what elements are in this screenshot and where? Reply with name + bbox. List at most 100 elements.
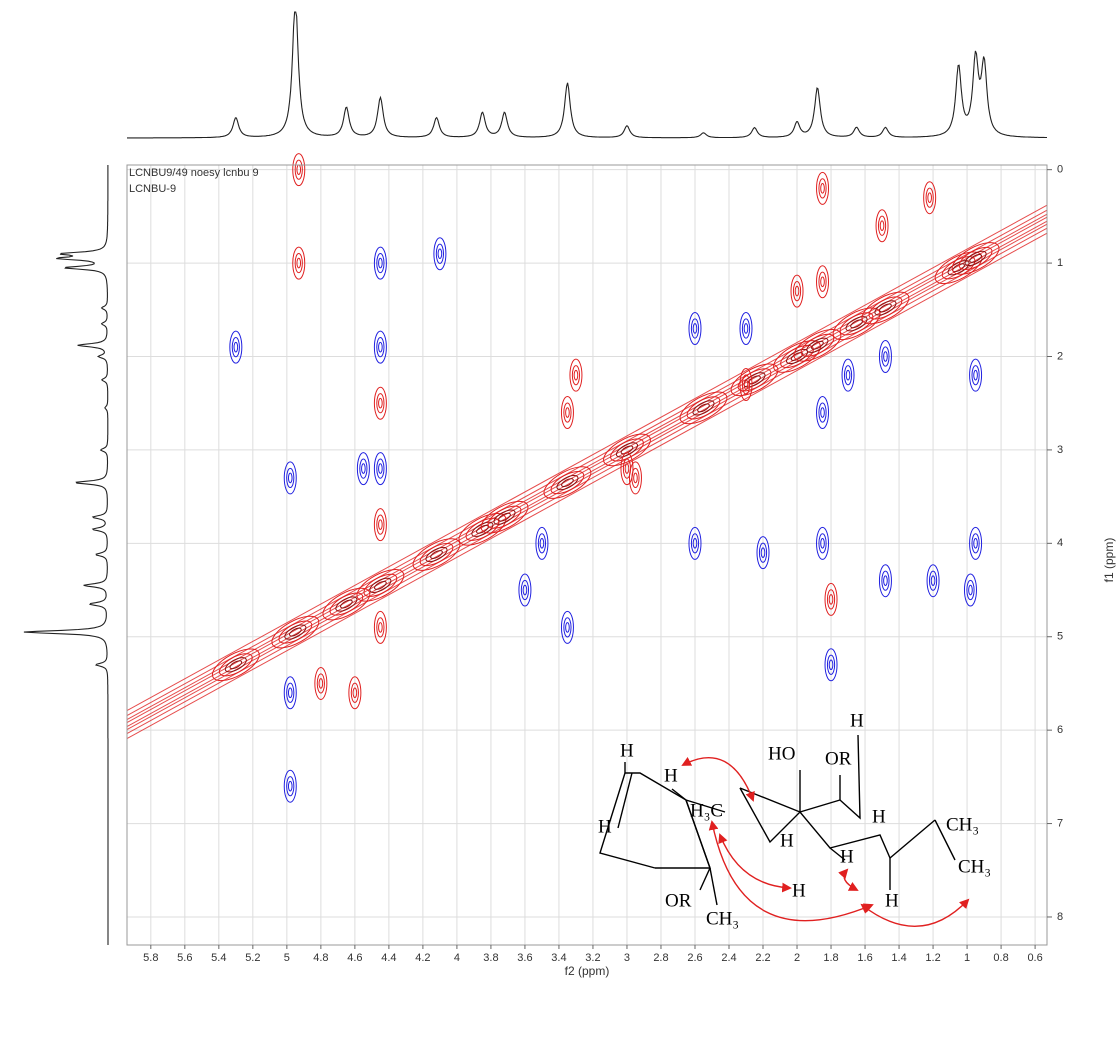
negative-cross-peak xyxy=(826,654,836,675)
noe-arrow xyxy=(681,756,755,802)
diagonal-peak xyxy=(748,375,761,385)
diagonal-peak xyxy=(868,296,903,320)
positive-cross-peak xyxy=(879,220,885,232)
negative-cross-peak xyxy=(692,538,698,549)
negative-cross-peak xyxy=(287,780,293,792)
negative-cross-peak xyxy=(926,564,940,598)
negative-cross-peak xyxy=(973,369,978,381)
positive-cross-peak xyxy=(316,673,325,694)
diagonal-peak xyxy=(369,577,392,593)
diagonal-peak xyxy=(620,445,634,455)
negative-cross-peak xyxy=(881,570,890,591)
diagonal-peak xyxy=(964,250,987,267)
x-tick-label: 4.4 xyxy=(381,952,396,964)
diagonal-peak xyxy=(951,242,1000,275)
atom-label: H₃C xyxy=(690,800,723,821)
negative-cross-peak xyxy=(688,526,702,560)
positive-cross-peak xyxy=(563,402,572,423)
diagonal-peak xyxy=(861,291,910,325)
diagonal-peak xyxy=(493,509,516,525)
negative-cross-peak xyxy=(518,573,532,607)
diagonal-peak xyxy=(356,569,405,602)
negative-cross-peak xyxy=(816,526,830,560)
negative-cross-peak xyxy=(760,547,766,558)
x-tick-label: 2 xyxy=(794,952,800,964)
negative-cross-peak xyxy=(537,533,547,554)
positive-cross-peak xyxy=(824,582,838,616)
diagonal-peak xyxy=(737,368,772,392)
negative-cross-peak xyxy=(845,369,851,381)
positive-cross-peak xyxy=(620,452,634,486)
x-tick-label: 4.2 xyxy=(415,952,430,964)
negative-cross-peak xyxy=(376,458,385,479)
diagonal-peak xyxy=(780,344,814,369)
negative-cross-peak xyxy=(437,248,443,260)
positive-cross-peak xyxy=(633,472,638,484)
diagonal-peak xyxy=(686,396,721,420)
x-tick-label: 5.4 xyxy=(211,952,226,964)
negative-cross-peak xyxy=(690,533,700,554)
negative-cross-peak xyxy=(373,246,387,280)
diagonal-peak xyxy=(289,627,302,637)
positive-cross-peak xyxy=(378,397,383,409)
diagonal-peak xyxy=(874,300,897,316)
negative-cross-peak xyxy=(971,533,980,554)
diagonal-peak xyxy=(211,648,260,682)
bond xyxy=(739,787,936,860)
diagonal-peak xyxy=(284,624,307,640)
positive-cross-peak xyxy=(816,171,830,205)
positive-cross-peak xyxy=(631,467,640,489)
positive-cross-peak xyxy=(794,285,800,297)
diagonal-peak xyxy=(335,596,358,612)
negative-cross-peak xyxy=(359,458,368,479)
negative-cross-peak xyxy=(283,769,297,803)
diagonal-peak xyxy=(845,316,868,332)
positive-cross-peak xyxy=(565,407,570,418)
grid xyxy=(127,165,1047,945)
negative-cross-peak xyxy=(758,542,768,563)
positive-cross-peak xyxy=(820,276,825,288)
atom-label: H xyxy=(598,816,612,837)
diagonal-peak xyxy=(425,546,448,563)
x-tick-label: 5 xyxy=(284,952,290,964)
positive-cross-peak xyxy=(875,209,889,243)
x-tick-label: 3.2 xyxy=(585,952,600,964)
negative-cross-peak xyxy=(373,452,387,486)
positive-cross-peak xyxy=(378,622,383,633)
diagonal-peak xyxy=(363,573,398,597)
negative-cross-peak xyxy=(973,538,978,549)
x-tick-label: 2.8 xyxy=(653,952,668,964)
positive-cross-peak xyxy=(373,610,387,644)
x-tick-label: 5.2 xyxy=(245,952,260,964)
negative-cross-peak xyxy=(968,584,973,596)
diagonal-peak xyxy=(832,307,881,341)
positive-cross-peak xyxy=(927,192,932,203)
diagonal-peak xyxy=(692,400,715,416)
diagonal-peak xyxy=(697,403,710,413)
negative-cross-peak xyxy=(828,659,834,671)
y-tick-label: 1 xyxy=(1057,257,1063,269)
diagonal-contour xyxy=(126,209,1048,716)
bond xyxy=(934,819,956,861)
negative-cross-peak xyxy=(971,365,980,386)
diagonal-peak xyxy=(969,253,982,263)
diagonal-peak xyxy=(793,328,842,362)
negative-cross-peak xyxy=(373,330,387,364)
diagonal-peak xyxy=(947,260,970,276)
atom-label: HO xyxy=(768,743,795,764)
positive-cross-peak xyxy=(923,181,937,215)
positive-cross-peak xyxy=(828,594,834,605)
atom-label: H xyxy=(872,806,886,827)
diagonal-peak xyxy=(465,517,500,541)
diagonal-peak xyxy=(679,391,728,425)
positive-cross-peak xyxy=(373,508,387,542)
diagonal-peak xyxy=(790,352,804,361)
x-tick-label: 3.8 xyxy=(483,952,498,964)
x-tick-label: 2.6 xyxy=(687,952,702,964)
atom-label: H xyxy=(792,880,806,901)
positive-cross-peak xyxy=(628,461,642,495)
diagonal-peak xyxy=(556,474,579,491)
negative-cross-peak xyxy=(741,318,751,339)
negative-cross-peak xyxy=(739,311,753,345)
atom-label: H xyxy=(885,890,899,911)
